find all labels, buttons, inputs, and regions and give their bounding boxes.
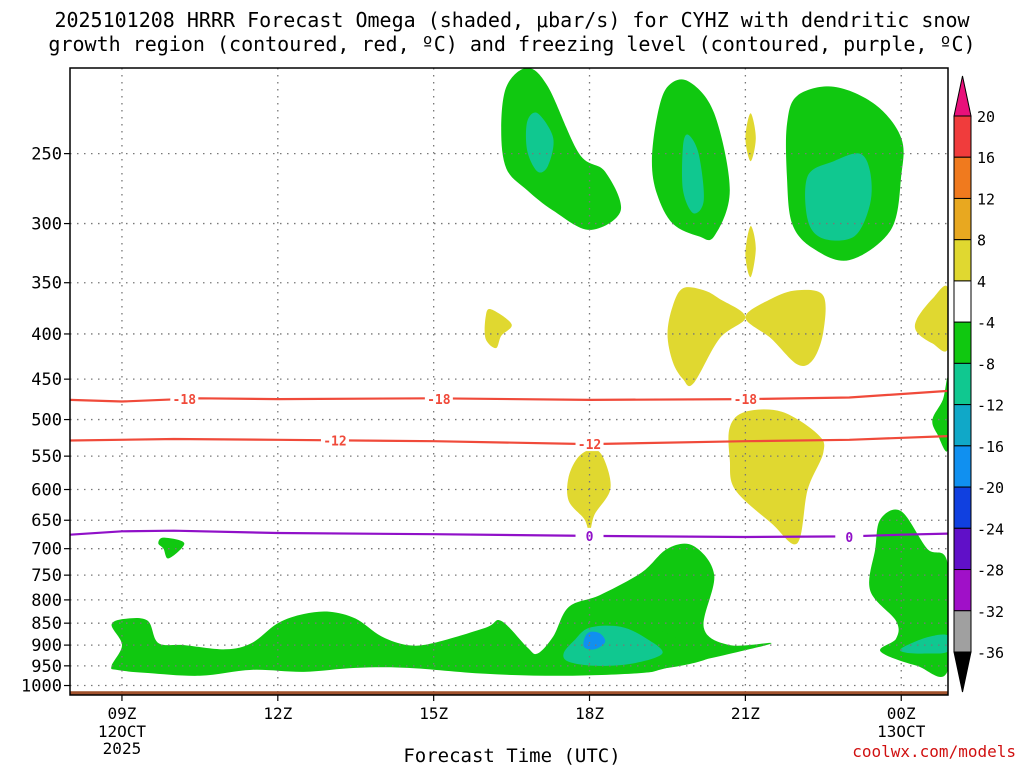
omega-region-12 bbox=[899, 634, 948, 654]
colorbar-box-5 bbox=[953, 321, 972, 364]
colorbar-label--16: -16 bbox=[977, 438, 1004, 456]
omega-region-15 bbox=[667, 287, 746, 387]
colorbar-label-12: 12 bbox=[977, 190, 995, 208]
colorbar-box-8 bbox=[953, 445, 972, 488]
omega-region-8 bbox=[682, 134, 704, 214]
omega-region-19 bbox=[728, 409, 825, 545]
contour-line--18-0 bbox=[69, 389, 949, 403]
omega-region-16 bbox=[745, 289, 826, 366]
y-tick-label-600: 600 bbox=[31, 481, 62, 501]
colorbar-box-4 bbox=[953, 280, 972, 323]
y-tick-label-800: 800 bbox=[31, 591, 62, 611]
credit-text: coolwx.com/models bbox=[852, 742, 1016, 761]
contour-label-0: 0 bbox=[586, 530, 594, 545]
plot-frame bbox=[69, 67, 949, 696]
colorbar-box-0 bbox=[953, 115, 972, 158]
omega-region-13 bbox=[932, 377, 948, 452]
colorbar-box-7 bbox=[953, 404, 972, 447]
contour-label-bg bbox=[731, 391, 760, 407]
y-tick-label-1000: 1000 bbox=[21, 677, 62, 697]
omega-region-20 bbox=[745, 226, 756, 278]
contour-label--18: -18 bbox=[427, 393, 451, 408]
contour-line-0-2 bbox=[69, 529, 949, 539]
y-tick-label-950: 950 bbox=[31, 657, 62, 677]
y-tick-label-500: 500 bbox=[31, 411, 62, 431]
colorbar-box-10 bbox=[953, 527, 972, 571]
colorbar-box-3 bbox=[953, 239, 972, 282]
y-tick-label-700: 700 bbox=[31, 540, 62, 560]
colorbar-label-20: 20 bbox=[977, 108, 995, 126]
colorbar-bottom-arrow bbox=[953, 651, 972, 693]
omega-region-5 bbox=[501, 68, 622, 230]
colorbar-box-9 bbox=[953, 486, 972, 529]
contour-label-bg bbox=[424, 391, 453, 407]
y-tick-label-850: 850 bbox=[31, 614, 62, 634]
colorbar-top-arrow bbox=[953, 75, 972, 117]
x-tick-label-00Z: 00Z bbox=[887, 704, 916, 723]
x-axis-title: Forecast Time (UTC) bbox=[403, 745, 621, 767]
contour-label--12: -12 bbox=[578, 438, 601, 453]
y-tick-label-750: 750 bbox=[31, 566, 62, 586]
omega-region-17 bbox=[914, 285, 948, 352]
title-line-2: growth region (contoured, red, ºC) and f… bbox=[48, 32, 976, 56]
y-tick-label-650: 650 bbox=[31, 511, 62, 531]
colorbar-box-1 bbox=[953, 156, 972, 199]
x-tick-label-21Z: 21Z bbox=[731, 704, 760, 723]
x-tick-date: 13OCT bbox=[877, 722, 926, 741]
contour-line--12-1 bbox=[69, 435, 949, 446]
title-line-1: 2025101208 HRRR Forecast Omega (shaded, … bbox=[54, 8, 970, 32]
y-tick-label-900: 900 bbox=[31, 636, 62, 656]
colorbar-label--24: -24 bbox=[977, 520, 1004, 538]
colorbar-label-16: 16 bbox=[977, 149, 995, 167]
contour-label-0: 0 bbox=[845, 531, 853, 546]
colorbar-label-8: 8 bbox=[977, 232, 986, 250]
y-tick-label-300: 300 bbox=[31, 215, 62, 235]
omega-region-18 bbox=[567, 448, 611, 532]
colorbar-label--4: -4 bbox=[977, 314, 995, 332]
omega-region-4 bbox=[158, 537, 185, 559]
omega-region-14 bbox=[484, 309, 512, 349]
colorbar-box-6 bbox=[953, 362, 972, 406]
colorbar-label-4: 4 bbox=[977, 273, 986, 291]
omega-region-6 bbox=[525, 112, 554, 173]
omega-region-11 bbox=[869, 509, 948, 677]
contour-label-bg bbox=[575, 436, 604, 452]
contour-label--18: -18 bbox=[173, 393, 197, 408]
contour-label--18: -18 bbox=[734, 393, 758, 408]
shaded-omega-layer bbox=[111, 68, 948, 677]
y-tick-label-250: 250 bbox=[31, 145, 62, 165]
contour-label-bg bbox=[320, 432, 349, 448]
colorbar-label--32: -32 bbox=[977, 603, 1004, 621]
colorbar-label--12: -12 bbox=[977, 397, 1004, 415]
chart-title: 2025101208 HRRR Forecast Omega (shaded, … bbox=[0, 8, 1024, 56]
x-tick-year: 2025 bbox=[103, 739, 142, 758]
colorbar-label--36: -36 bbox=[977, 644, 1004, 662]
colorbar-box-12 bbox=[953, 610, 972, 653]
colorbar-label--8: -8 bbox=[977, 355, 995, 373]
colorbar-label--20: -20 bbox=[977, 479, 1004, 497]
x-tick-label-15Z: 15Z bbox=[419, 704, 448, 723]
x-tick-label-18Z: 18Z bbox=[575, 704, 604, 723]
colorbar-box-2 bbox=[953, 197, 972, 241]
contour-label--12: -12 bbox=[323, 434, 346, 449]
x-tick-date: 12OCT bbox=[98, 722, 147, 741]
contour-label-bg bbox=[575, 527, 604, 543]
x-tick-label-09Z: 09Z bbox=[107, 704, 136, 723]
contour-label-bg bbox=[835, 528, 864, 544]
contour-label-bg bbox=[170, 391, 199, 407]
colorbar-label--28: -28 bbox=[977, 562, 1004, 580]
omega-region-10 bbox=[805, 153, 872, 241]
y-tick-label-550: 550 bbox=[31, 447, 62, 467]
omega-region-21 bbox=[745, 113, 756, 162]
x-tick-label-12Z: 12Z bbox=[263, 704, 292, 723]
y-tick-label-350: 350 bbox=[31, 274, 62, 294]
colorbar-box-11 bbox=[953, 569, 972, 612]
y-tick-label-400: 400 bbox=[31, 325, 62, 345]
y-tick-label-450: 450 bbox=[31, 370, 62, 390]
ground-surface bbox=[70, 691, 948, 695]
